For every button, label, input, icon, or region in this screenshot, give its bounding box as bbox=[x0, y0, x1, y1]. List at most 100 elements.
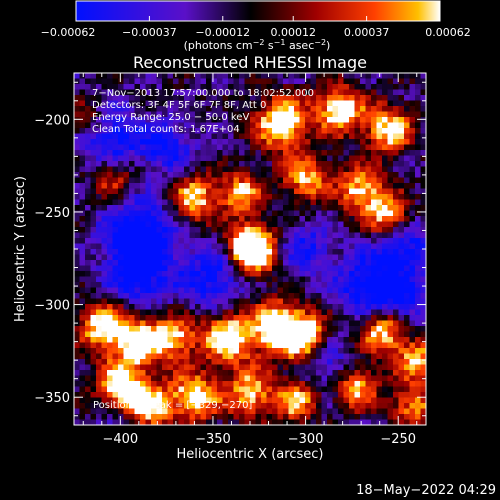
heatmap-cell bbox=[272, 387, 278, 393]
heatmap-cell bbox=[157, 387, 163, 393]
heatmap-cell bbox=[415, 381, 421, 387]
heatmap-cell bbox=[410, 233, 416, 239]
heatmap-cell bbox=[377, 178, 383, 184]
heatmap-cell bbox=[102, 326, 108, 332]
heatmap-cell bbox=[206, 376, 212, 382]
heatmap-cell bbox=[239, 172, 245, 178]
heatmap-cell bbox=[162, 348, 168, 354]
heatmap-cell bbox=[410, 90, 416, 96]
heatmap-cell bbox=[366, 156, 372, 162]
heatmap-cell bbox=[382, 134, 388, 140]
heatmap-cell bbox=[206, 139, 212, 145]
heatmap-cell bbox=[283, 73, 289, 79]
heatmap-cell bbox=[393, 145, 399, 151]
heatmap-cell bbox=[360, 167, 366, 173]
heatmap-cell bbox=[289, 123, 295, 129]
heatmap-cell bbox=[129, 211, 135, 217]
heatmap-cell bbox=[190, 315, 196, 321]
heatmap-cell bbox=[146, 79, 152, 85]
heatmap-cell bbox=[305, 200, 311, 206]
heatmap-cell bbox=[190, 376, 196, 382]
heatmap-cell bbox=[113, 370, 119, 376]
heatmap-cell bbox=[190, 414, 196, 420]
heatmap-cell bbox=[96, 337, 102, 343]
heatmap-cell bbox=[327, 310, 333, 316]
heatmap-cell bbox=[195, 222, 201, 228]
heatmap-cell bbox=[388, 354, 394, 360]
heatmap-cell bbox=[360, 348, 366, 354]
heatmap-cell bbox=[393, 189, 399, 195]
heatmap-cell bbox=[355, 150, 361, 156]
heatmap-cell bbox=[415, 376, 421, 382]
heatmap-cell bbox=[272, 392, 278, 398]
heatmap-cell bbox=[382, 403, 388, 409]
heatmap-cell bbox=[80, 299, 86, 305]
heatmap-cell bbox=[168, 277, 174, 283]
heatmap-cell bbox=[283, 271, 289, 277]
heatmap-cell bbox=[278, 381, 284, 387]
heatmap-cell bbox=[179, 260, 185, 266]
heatmap-cell bbox=[85, 84, 91, 90]
heatmap-cell bbox=[245, 359, 251, 365]
heatmap-cell bbox=[162, 211, 168, 217]
heatmap-cell bbox=[278, 277, 284, 283]
heatmap-cell bbox=[195, 299, 201, 305]
heatmap-cell bbox=[206, 381, 212, 387]
heatmap-cell bbox=[366, 233, 372, 239]
heatmap-cell bbox=[107, 288, 113, 294]
heatmap-cell bbox=[399, 73, 405, 79]
heatmap-cell bbox=[410, 211, 416, 217]
heatmap-cell bbox=[129, 189, 135, 195]
heatmap-cell bbox=[305, 167, 311, 173]
heatmap-cell bbox=[239, 205, 245, 211]
heatmap-cell bbox=[250, 227, 256, 233]
heatmap-cell bbox=[415, 370, 421, 376]
heatmap-cell bbox=[201, 139, 207, 145]
heatmap-cell bbox=[190, 79, 196, 85]
heatmap-cell bbox=[404, 255, 410, 261]
heatmap-cell bbox=[179, 145, 185, 151]
timestamp: 18−May−2022 04:29 bbox=[356, 483, 496, 498]
heatmap-cell bbox=[404, 95, 410, 101]
heatmap-cell bbox=[256, 337, 262, 343]
heatmap-cell bbox=[322, 343, 328, 349]
heatmap-cell bbox=[250, 73, 256, 79]
heatmap-cell bbox=[129, 238, 135, 244]
heatmap-cell bbox=[415, 216, 421, 222]
heatmap-cell bbox=[311, 288, 317, 294]
heatmap-cell bbox=[85, 249, 91, 255]
heatmap-cell bbox=[371, 189, 377, 195]
heatmap-cell bbox=[102, 337, 108, 343]
heatmap-cell bbox=[212, 332, 218, 338]
heatmap-cell bbox=[228, 271, 234, 277]
heatmap-cell bbox=[162, 304, 168, 310]
heatmap-cell bbox=[371, 194, 377, 200]
heatmap-cell bbox=[371, 161, 377, 167]
heatmap-cell bbox=[305, 161, 311, 167]
heatmap-cell bbox=[360, 145, 366, 151]
heatmap-cell bbox=[151, 238, 157, 244]
heatmap-cell bbox=[206, 150, 212, 156]
heatmap-cell bbox=[212, 354, 218, 360]
heatmap-cell bbox=[322, 183, 328, 189]
heatmap-cell bbox=[124, 332, 130, 338]
heatmap-cell bbox=[377, 134, 383, 140]
heatmap-cell bbox=[294, 326, 300, 332]
heatmap-cell bbox=[399, 238, 405, 244]
heatmap-cell bbox=[415, 332, 421, 338]
heatmap-cell bbox=[140, 343, 146, 349]
heatmap-cell bbox=[91, 211, 97, 217]
heatmap-cell bbox=[102, 178, 108, 184]
heatmap-cell bbox=[322, 123, 328, 129]
heatmap-cell bbox=[140, 189, 146, 195]
heatmap-cell bbox=[333, 128, 339, 134]
heatmap-cell bbox=[80, 139, 86, 145]
heatmap-cell bbox=[355, 403, 361, 409]
heatmap-cell bbox=[157, 233, 163, 239]
heatmap-cell bbox=[239, 134, 245, 140]
heatmap-cell bbox=[311, 227, 317, 233]
heatmap-cell bbox=[333, 189, 339, 195]
heatmap-cell bbox=[102, 310, 108, 316]
heatmap-cell bbox=[74, 95, 80, 101]
heatmap-cell bbox=[102, 167, 108, 173]
